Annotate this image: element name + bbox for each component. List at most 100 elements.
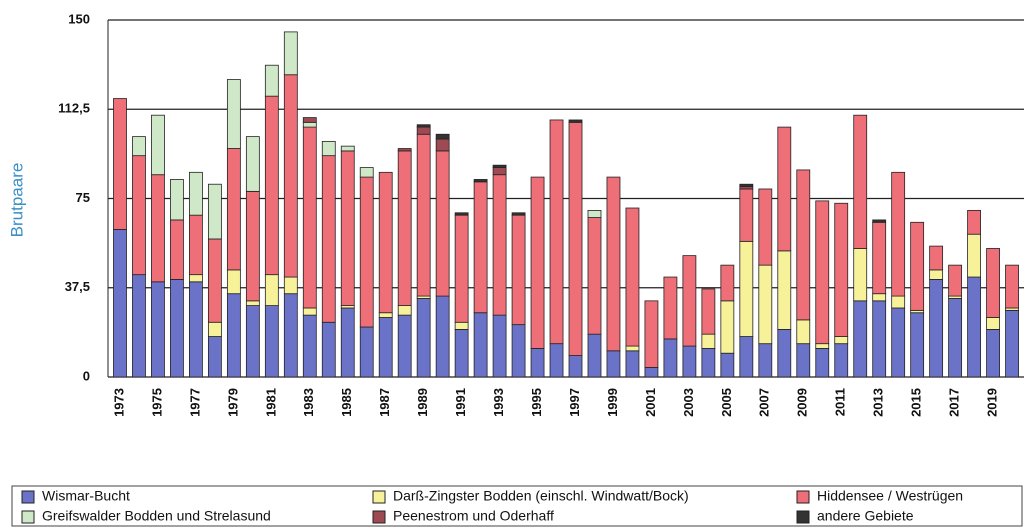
bar-segment (245, 305, 260, 378)
bar-segment (910, 312, 925, 378)
bar-segment (359, 167, 374, 178)
bar-segment (264, 64, 279, 97)
bar-segment (397, 314, 412, 378)
bar-segment (435, 295, 450, 378)
x-tick-label: 2011 (833, 388, 848, 416)
x-tick-label: 2007 (757, 388, 772, 417)
bar-segment (435, 138, 450, 152)
bar-segment (530, 176, 545, 349)
x-tick-label: 2017 (947, 388, 962, 417)
bar-segment (189, 214, 203, 276)
bar-segment (986, 248, 1000, 318)
bar-segment (226, 148, 241, 271)
legend-label: Hiddensee / Westrügen (817, 488, 963, 504)
bar-segment (777, 250, 792, 330)
bar-segment (378, 171, 393, 314)
bar-segment (758, 264, 773, 345)
x-tick-label: 1997 (567, 388, 582, 417)
x-tick-label: 2019 (985, 388, 1000, 417)
bar-segment (796, 319, 811, 345)
x-tick-label: 1989 (415, 388, 430, 417)
bar-segment (454, 321, 469, 330)
bar-segment (568, 355, 583, 378)
bar-segment (701, 333, 716, 349)
bar-segment (226, 269, 241, 295)
x-tick-label: 2003 (681, 388, 696, 417)
bar-segment (207, 183, 222, 240)
bar-segment (758, 188, 773, 266)
bar-segment (397, 148, 412, 152)
bar-segment (189, 171, 203, 216)
bar-segment (132, 274, 146, 378)
bar-segment (720, 264, 735, 302)
y-tick-label: 0 (83, 368, 90, 383)
x-tick-label: 2005 (719, 388, 734, 417)
bar-segment (454, 328, 469, 378)
bar-segment (625, 350, 640, 378)
bar-segment (777, 328, 792, 378)
bar-segment (891, 295, 906, 309)
bar-segment (853, 248, 868, 302)
bar-segment (967, 233, 981, 278)
bar-segment (321, 155, 336, 323)
bar-segment (302, 307, 317, 316)
bar-segment (416, 298, 431, 378)
bar-segment (701, 348, 716, 378)
bar-segment (796, 343, 811, 378)
x-tick-label: 1999 (605, 388, 620, 417)
bar-segment (340, 307, 355, 378)
bar-segment (720, 352, 735, 378)
bar-segment (511, 324, 526, 378)
bar-segment (587, 209, 602, 218)
bar-segment (530, 348, 545, 378)
bar-segment (283, 31, 298, 76)
bar-segment (151, 281, 165, 378)
bar-segment (492, 314, 507, 378)
bar-segment (492, 174, 507, 316)
bar-segment (302, 121, 317, 128)
bar-segment (663, 338, 678, 378)
bar-segment (587, 333, 602, 378)
bar-segment (644, 300, 659, 368)
bar-segment (264, 305, 279, 378)
bar-segment (245, 190, 260, 302)
bar-segment (283, 293, 298, 378)
bar-segment (872, 219, 887, 223)
bar-segment (834, 202, 849, 337)
legend-swatch (796, 510, 810, 524)
bar-segment (1005, 264, 1019, 309)
bar-segment (435, 133, 450, 140)
x-tick-label: 2009 (795, 388, 810, 417)
legend-swatch (21, 510, 35, 524)
bar-segment (264, 95, 279, 276)
x-tick-label: 1987 (377, 388, 392, 417)
y-axis-label: Brutpaare (7, 163, 26, 238)
bar-segment (378, 312, 393, 318)
bar-segment (796, 169, 811, 321)
bar-segment (397, 150, 412, 306)
bar-segment (207, 336, 222, 378)
bar-segment (151, 174, 165, 283)
bar-segment (891, 307, 906, 378)
bar-segment (682, 345, 697, 378)
legend-label: Greifswalder Bodden und Strelasund (42, 508, 271, 524)
x-tick-label: 2015 (909, 388, 924, 417)
bar-segment (378, 317, 393, 378)
bar-segment (758, 343, 773, 378)
bar-segment (568, 119, 583, 123)
bar-segment (739, 183, 754, 188)
bar-segment (587, 217, 602, 335)
bar-segment (910, 221, 925, 311)
bar-segment (606, 176, 621, 352)
bar-segment (359, 176, 374, 328)
legend-label: Darß-Zingster Bodden (einschl. Windwatt/… (393, 488, 689, 504)
bar-segment (549, 119, 564, 345)
bar-segment (207, 238, 222, 323)
legend-label: andere Gebiete (817, 508, 914, 524)
bar-segment (549, 343, 564, 378)
x-tick-label: 2001 (643, 388, 658, 417)
bar-segment (207, 321, 222, 337)
bar-segment (492, 167, 507, 176)
bar-segment (264, 274, 279, 307)
